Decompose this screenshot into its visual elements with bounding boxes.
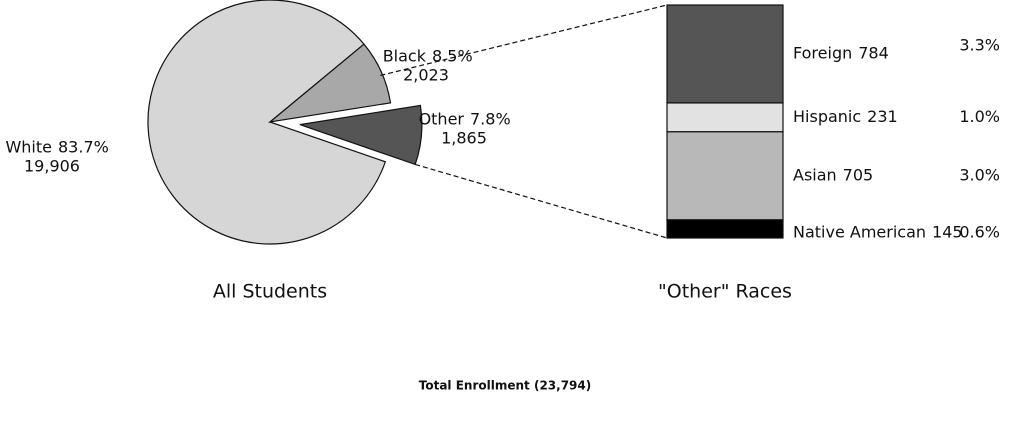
slice-value-label: 83.7%: [58, 138, 109, 157]
segment-label: Foreign: [793, 43, 852, 62]
segment-count: 231: [867, 107, 898, 126]
segment-percent: 3.0%: [959, 165, 1000, 184]
bar-segment: [666, 102, 784, 133]
slice-count: 19,906: [24, 157, 80, 176]
slice-value-label: 7.8%: [470, 110, 511, 129]
pie-slice: [267, 43, 392, 123]
bar-segment: [666, 131, 784, 221]
pie-title: All Students: [213, 281, 327, 303]
connector: [415, 163, 668, 239]
segment-count: 145: [932, 222, 963, 241]
slice-label: Other: [419, 110, 465, 129]
bar-segment: [666, 4, 784, 104]
slice-label: Black: [383, 47, 427, 66]
segment-percent: 0.6%: [959, 222, 1000, 241]
bar-title: "Other" Races: [658, 281, 792, 303]
segment-label: Hispanic: [793, 107, 861, 126]
connector: [380, 4, 668, 77]
slice-count: 1,865: [441, 129, 487, 148]
segment-count: 784: [858, 43, 889, 62]
bar-segment: [666, 219, 784, 239]
segment-count: 705: [843, 165, 874, 184]
slice-label: White: [5, 138, 52, 157]
segment-percent: 1.0%: [959, 107, 1000, 126]
slice-count: 2,023: [403, 66, 449, 85]
segment-label: Native American: [793, 222, 926, 241]
segment-label: Asian: [793, 165, 837, 184]
slice-value-label: 8.5%: [432, 47, 473, 66]
pie-slice: [147, 0, 387, 245]
footer-title: Total Enrollment (23,794): [419, 379, 591, 393]
segment-percent: 3.3%: [959, 35, 1000, 54]
